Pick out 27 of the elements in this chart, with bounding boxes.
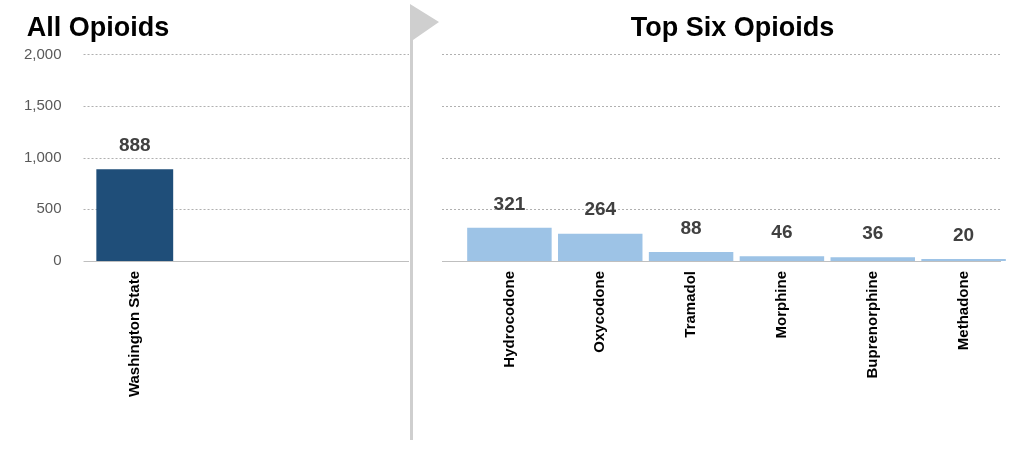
data-label: 888: [118, 134, 151, 155]
data-label: 88: [680, 216, 702, 238]
data-label: 36: [862, 222, 884, 244]
y-tick-label: 1,500: [23, 96, 62, 114]
bar: [558, 233, 643, 261]
y-tick-label: 2,000: [23, 44, 62, 62]
x-tick-label: Hydrocodone: [499, 271, 517, 368]
y-tick-label: 1,000: [23, 147, 62, 165]
x-tick-label: Tramadol: [681, 271, 699, 338]
bar: [648, 251, 734, 261]
x-tick-label: Washington State: [124, 271, 142, 398]
chart-title: All Opioids: [26, 11, 170, 42]
y-tick-label: 0: [53, 251, 62, 269]
x-tick-label: Methadone: [953, 271, 971, 351]
x-tick-label: Morphine: [772, 271, 790, 339]
bar: [739, 256, 825, 261]
data-label: 264: [584, 198, 617, 220]
bar: [921, 258, 1006, 261]
bar: [467, 227, 552, 261]
bar: [830, 257, 915, 261]
x-tick-label: Buprenorphine: [862, 271, 880, 379]
x-tick-label: Oxycodone: [590, 271, 608, 353]
chart-title: Top Six Opioids: [630, 11, 835, 42]
data-label: 46: [771, 220, 793, 242]
data-label: 321: [493, 192, 526, 214]
y-tick-label: 500: [36, 199, 62, 217]
data-label: 20: [953, 223, 975, 245]
